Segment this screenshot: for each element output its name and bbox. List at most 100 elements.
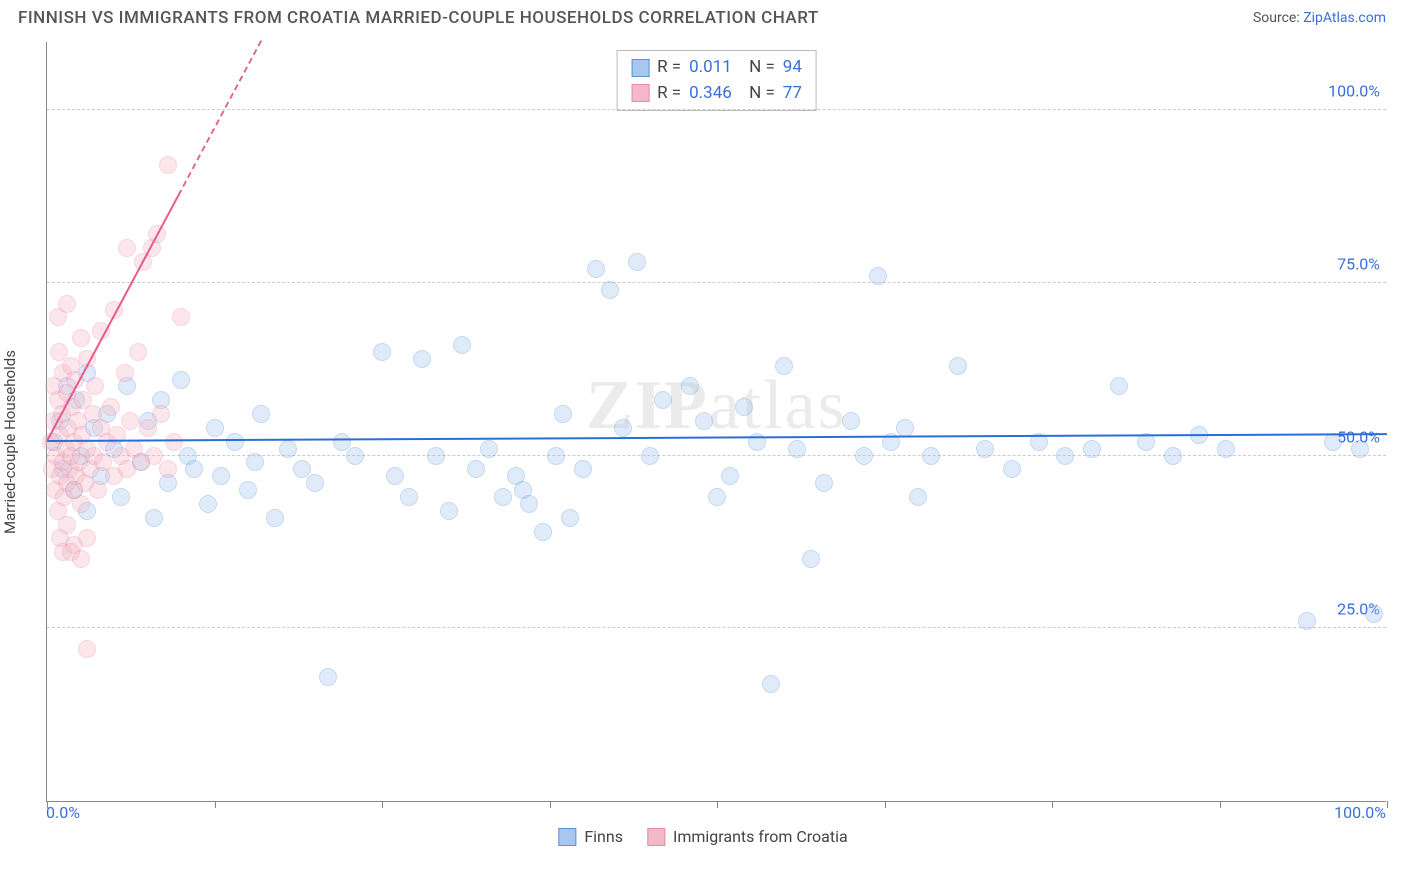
correlation-stats-box: R = 0.011 N = 94 R = 0.346 N = 77: [616, 50, 817, 111]
data-point: [453, 336, 471, 354]
data-point: [145, 509, 163, 527]
data-point: [1365, 605, 1383, 623]
data-point: [775, 357, 793, 375]
data-point: [226, 433, 244, 451]
data-point: [246, 453, 264, 471]
data-point: [159, 460, 177, 478]
y-axis-label: Married-couple Households: [1, 350, 19, 534]
data-point: [869, 267, 887, 285]
data-point: [708, 488, 726, 506]
legend-swatch: [558, 828, 576, 846]
data-point: [534, 523, 552, 541]
data-point: [909, 488, 927, 506]
gridline: [47, 282, 1386, 283]
data-point: [413, 350, 431, 368]
x-tick: [382, 801, 383, 808]
data-point: [1056, 447, 1074, 465]
data-point: [440, 502, 458, 520]
data-point: [252, 405, 270, 423]
data-point: [279, 440, 297, 458]
r-label: R =: [657, 81, 681, 107]
data-point: [199, 495, 217, 513]
data-point: [1164, 447, 1182, 465]
data-point: [1298, 612, 1316, 630]
data-point: [58, 295, 76, 313]
data-point: [319, 668, 337, 686]
data-point: [1083, 440, 1101, 458]
data-point: [78, 529, 96, 547]
data-point: [547, 447, 565, 465]
r-value: 0.346: [689, 81, 741, 107]
data-point: [681, 377, 699, 395]
watermark-rest: atlas: [709, 367, 847, 444]
data-point: [574, 460, 592, 478]
source-link[interactable]: ZipAtlas.com: [1303, 10, 1386, 26]
data-point: [129, 343, 147, 361]
data-point: [400, 488, 418, 506]
legend-item: Immigrants from Croatia: [647, 827, 848, 846]
data-point: [788, 440, 806, 458]
data-point: [1110, 377, 1128, 395]
n-label: N =: [749, 81, 775, 107]
x-axis-min-label: 0.0%: [46, 803, 80, 822]
n-value: 77: [783, 81, 802, 107]
x-tick: [1387, 801, 1388, 808]
data-point: [165, 433, 183, 451]
source-attribution: Source: ZipAtlas.com: [1253, 10, 1386, 26]
data-point: [614, 419, 632, 437]
data-point: [185, 460, 203, 478]
chart-title: FINNISH VS IMMIGRANTS FROM CROATIA MARRI…: [18, 8, 819, 28]
data-point: [116, 364, 134, 382]
legend-label: Immigrants from Croatia: [673, 827, 848, 846]
data-point: [102, 398, 120, 416]
gridline: [47, 627, 1386, 628]
scatter-plot-area: ZIPatlas R =0.011N =94R =0.346N =77 25.0…: [46, 42, 1386, 802]
gridline: [47, 109, 1386, 110]
data-point: [112, 488, 130, 506]
data-point: [976, 440, 994, 458]
data-point: [628, 253, 646, 271]
data-point: [855, 447, 873, 465]
r-value: 0.011: [689, 55, 741, 81]
data-point: [1217, 440, 1235, 458]
data-point: [172, 371, 190, 389]
data-point: [802, 550, 820, 568]
y-tick-label: 100.0%: [1328, 82, 1380, 101]
n-label: N =: [749, 55, 775, 81]
stats-row: R = 0.011 N = 94: [631, 55, 802, 81]
data-point: [346, 447, 364, 465]
data-point: [62, 543, 80, 561]
data-point: [306, 474, 324, 492]
data-point: [842, 412, 860, 430]
data-point: [949, 357, 967, 375]
n-value: 94: [783, 55, 802, 81]
data-point: [78, 640, 96, 658]
data-point: [212, 467, 230, 485]
x-tick: [885, 801, 886, 808]
data-point: [654, 391, 672, 409]
r-label: R =: [657, 55, 681, 81]
data-point: [735, 398, 753, 416]
data-point: [206, 419, 224, 437]
data-point: [922, 447, 940, 465]
data-point: [601, 281, 619, 299]
data-point: [121, 412, 139, 430]
data-point: [641, 447, 659, 465]
data-point: [494, 488, 512, 506]
data-point: [480, 440, 498, 458]
data-point: [89, 481, 107, 499]
series-swatch: [631, 59, 649, 77]
legend-swatch: [647, 828, 665, 846]
data-point: [896, 419, 914, 437]
legend-item: Finns: [558, 827, 623, 846]
data-point: [587, 260, 605, 278]
data-point: [520, 495, 538, 513]
data-point: [467, 460, 485, 478]
data-point: [72, 495, 90, 513]
stats-row: R = 0.346 N = 77: [631, 81, 802, 107]
y-tick-label: 75.0%: [1337, 254, 1380, 273]
data-point: [266, 509, 284, 527]
data-point: [72, 329, 90, 347]
data-point: [139, 419, 157, 437]
data-point: [86, 377, 104, 395]
